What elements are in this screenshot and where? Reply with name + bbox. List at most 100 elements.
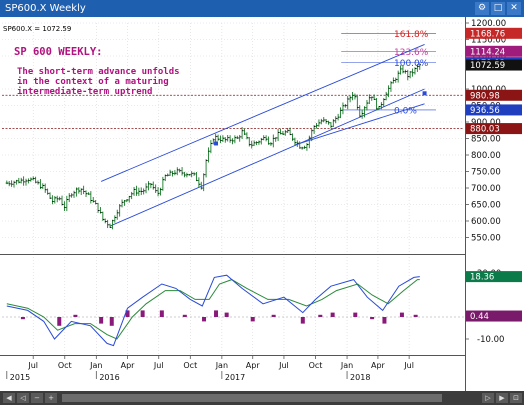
oscillator-histogram-bar <box>399 312 404 317</box>
time-axis: Jul Oct Jan Apr Jul Oct Jan Apr Jul Oct Jan Apr Jul 2… <box>0 355 466 382</box>
oscillator-histogram-bar <box>271 314 276 317</box>
year-label: 2017 <box>225 373 245 382</box>
timeline-scrollbar[interactable]: ◀ ◁ − + ▷ ▶ ⊡ <box>0 391 524 405</box>
oscillator-histogram-bar <box>413 314 418 317</box>
x-tick-label: Oct <box>309 361 323 370</box>
oscillator-histogram-bar <box>202 317 207 322</box>
price-tick-label: 1200.00 <box>471 19 506 29</box>
oscillator-histogram-bar <box>224 312 229 317</box>
oscillator-histogram-bar <box>370 317 375 320</box>
price-badge-label: 1072.59 <box>470 61 505 71</box>
oscillator-histogram-bar <box>300 317 305 324</box>
oscillator-histogram-bar <box>57 317 62 326</box>
oscillator-histogram-bar <box>20 317 25 320</box>
oscillator-histogram-bar <box>99 317 104 324</box>
x-tick-label: Jul <box>27 361 38 370</box>
annotation-line: The short-term advance unfolds <box>17 67 180 77</box>
oscillator-histogram-bar <box>214 310 219 317</box>
oscillator-panel <box>2 274 464 347</box>
oscillator-histogram-bar <box>109 317 114 326</box>
year-label: 2015 <box>10 373 30 382</box>
year-label: 2018 <box>350 373 370 382</box>
support-resistance-lines <box>2 94 464 129</box>
price-tick-label: 850.00 <box>471 135 501 145</box>
x-tick-label: Jan <box>340 361 353 370</box>
scroll-end-button[interactable]: ▶ <box>496 393 508 403</box>
chart-settings-icon[interactable]: ⚙ <box>475 2 489 15</box>
zoom-out-button[interactable]: − <box>31 393 43 403</box>
price-badge-label: 880.03 <box>470 125 500 135</box>
scroll-back-button[interactable]: ◁ <box>17 393 29 403</box>
x-tick-label: Oct <box>58 361 72 370</box>
channel-line-lower <box>294 103 425 146</box>
oscillator-histogram-bar <box>125 310 130 317</box>
oscillator-badge-label: 0.44 <box>470 312 489 322</box>
window-titlebar[interactable]: SP600.X Weekly ⚙ □ ✕ <box>0 0 524 17</box>
x-tick-label: Apr <box>246 361 261 370</box>
scroll-start-button[interactable]: ◀ <box>3 393 15 403</box>
oscillator-histogram-bar <box>140 310 145 317</box>
symbol-readout: SP600.X = 1072.59 <box>3 25 71 33</box>
price-series <box>5 63 421 230</box>
annotation-line: intermediate-term uptrend <box>17 86 152 97</box>
oscillator-histogram-bar <box>182 314 187 317</box>
oscillator-fast-line <box>6 274 420 347</box>
oscillator-histogram-bar <box>73 314 78 317</box>
x-tick-label: Jul <box>153 361 164 370</box>
oscillator-badge-label: 18.36 <box>470 273 494 283</box>
lock-icon[interactable]: ⊡ <box>510 393 522 403</box>
price-tick-label: 550.00 <box>471 234 501 244</box>
oscillator-histogram-bar <box>250 317 255 322</box>
chart-background <box>0 17 524 391</box>
x-tick-label: Jul <box>403 361 414 370</box>
oscillator-badge <box>466 271 522 283</box>
oscillator-histogram-bar <box>353 312 358 317</box>
price-tick-label: 1100.00 <box>471 52 506 62</box>
x-tick-label: Jul <box>278 361 289 370</box>
chart[interactable]: 161.8% 123.6%100.0% 0.0% 1200.00 1150.00 110… <box>0 17 524 391</box>
price-badge-label: 1168.76 <box>470 29 505 39</box>
maximize-icon[interactable]: □ <box>491 2 505 15</box>
price-badge <box>466 59 522 71</box>
x-tick-label: Apr <box>371 361 386 370</box>
fibonacci-levels: 161.8% 123.6%100.0% 0.0% <box>341 30 436 116</box>
annotation-line: in the context of a maturing <box>17 76 169 87</box>
channel-line-upper <box>100 44 425 182</box>
fib-level-label: 100.0% <box>394 59 429 69</box>
oscillator-histogram-bar <box>159 310 164 317</box>
price-badges: 1168.761114.241079.921072.59980.98936.56… <box>466 27 522 322</box>
price-tick-label: 1150.00 <box>471 36 506 46</box>
trend-channel <box>100 44 427 227</box>
price-badge <box>466 45 522 57</box>
annotation-title: SP 600 WEEKLY: <box>14 46 103 58</box>
channel-line-middle <box>110 88 425 227</box>
oscillator-histogram-bar <box>318 314 323 317</box>
x-tick-label: Oct <box>183 361 197 370</box>
price-badge-label: 936.56 <box>470 106 500 116</box>
x-tick-label: Apr <box>121 361 136 370</box>
oscillator-tick-label: -10.00 <box>477 335 504 345</box>
x-tick-label: Jan <box>89 361 102 370</box>
close-icon[interactable]: ✕ <box>507 2 521 15</box>
fib-level-label: 161.8% <box>394 30 429 40</box>
window-title: SP600.X Weekly <box>5 3 86 14</box>
price-badge <box>466 104 522 116</box>
price-badge <box>466 123 522 135</box>
year-label: 2016 <box>99 373 119 382</box>
channel-handle <box>422 91 427 96</box>
price-tick-label: 650.00 <box>471 201 501 211</box>
price-badge-label: 980.98 <box>470 91 500 101</box>
price-badge <box>466 89 522 101</box>
price-badge-label: 1114.24 <box>470 47 505 57</box>
scrollbar-thumb[interactable] <box>62 394 442 402</box>
price-tick-label: 700.00 <box>471 184 501 194</box>
oscillator-histogram-bar <box>330 312 335 317</box>
oscillator-badge <box>466 310 522 322</box>
scroll-forward-button[interactable]: ▷ <box>482 393 494 403</box>
x-tick-label: Jan <box>215 361 228 370</box>
fib-level-label: 0.0% <box>394 106 417 116</box>
zoom-in-button[interactable]: + <box>45 393 57 403</box>
fib-level-label: 123.6% <box>394 48 429 58</box>
price-badge <box>466 27 522 39</box>
